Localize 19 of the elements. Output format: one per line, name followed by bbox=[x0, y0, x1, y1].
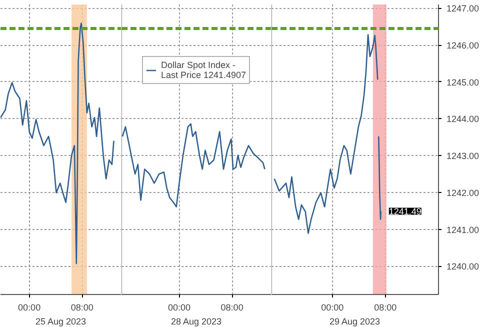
y-tick-label: 1247.00 bbox=[446, 4, 480, 14]
x-axis-title: 29 Aug 2023 bbox=[329, 316, 380, 326]
annotation: 1241.49 bbox=[388, 206, 422, 217]
y-tick-label: 1244.00 bbox=[446, 114, 480, 124]
y-tick-label: 1245.00 bbox=[446, 77, 480, 88]
legend-label: Dollar Spot Index - Last Price 1241.4907 bbox=[160, 60, 246, 80]
x-tick-label: 00:00 bbox=[321, 302, 344, 312]
x-tick-label: 08:00 bbox=[374, 302, 397, 312]
y-tick-label: 1241.00 bbox=[446, 224, 480, 235]
x-tick-label: 00:00 bbox=[168, 302, 190, 312]
x-axis-title: 28 Aug 2023 bbox=[170, 316, 222, 326]
x-axis-title: 25 Aug 2023 bbox=[35, 316, 86, 326]
x-tick-label: 08:00 bbox=[70, 302, 94, 312]
y-tick-label: 1242.00 bbox=[446, 188, 480, 198]
y-tick-label: 1240.00 bbox=[446, 262, 480, 272]
y-tick-label: 1243.00 bbox=[446, 151, 480, 162]
y-tick-label: 1246.00 bbox=[446, 40, 480, 51]
x-tick-label: 08:00 bbox=[220, 302, 244, 312]
x-tick-label: 00:00 bbox=[18, 302, 41, 312]
